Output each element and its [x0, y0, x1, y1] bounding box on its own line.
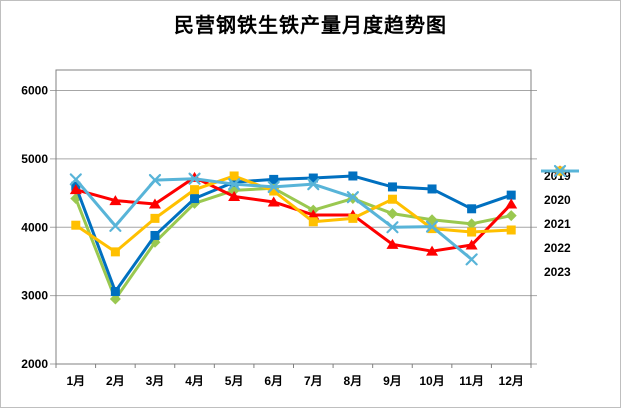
series-2020-marker: [308, 173, 318, 183]
x-tick-label: 11月: [459, 374, 484, 388]
series-line-2022: [74, 174, 512, 254]
chart-legend: 2019 2020 2021 2022 2023: [541, 164, 579, 284]
x-tick-label: 7月: [304, 374, 323, 388]
y-tick-label: 3000: [21, 289, 48, 303]
series-2022-marker: [506, 225, 516, 235]
series-2020-marker: [150, 230, 160, 240]
y-tick-label: 4000: [21, 220, 48, 234]
series-2022-marker: [427, 224, 437, 234]
y-tick-label: 2000: [21, 357, 48, 371]
legend-label-2023: 2023: [544, 265, 571, 279]
legend-item-2022: 2022: [541, 166, 579, 260]
series-2021-marker: [307, 209, 320, 220]
legend-item-2021: 2021: [541, 165, 579, 236]
series-2022-marker: [150, 213, 160, 223]
series-2021-marker: [69, 184, 82, 195]
series-2019-marker: [386, 208, 398, 220]
series-2021-marker: [148, 198, 161, 209]
series-2023-marker: [307, 178, 320, 191]
x-tick-label: 9月: [383, 374, 402, 388]
series-2020-marker: [348, 171, 358, 181]
x-tick-label: 6月: [264, 374, 283, 388]
series-2021-marker: [465, 239, 478, 250]
series-2021-marker: [505, 198, 518, 209]
series-2023-marker: [465, 253, 478, 266]
series-2020-marker: [269, 174, 279, 184]
series-2023-marker: [188, 172, 201, 185]
chart-title: 民营钢铁生铁产量月度趋势图: [174, 13, 447, 37]
series-line-2019: [74, 186, 512, 301]
series-2023-marker: [386, 221, 399, 234]
plot-frame: [55, 69, 532, 365]
y-tick-label: 5000: [21, 152, 48, 166]
series-2023-marker: [69, 173, 82, 186]
x-tick-label: 2月: [106, 374, 125, 388]
series-2019-marker: [466, 218, 478, 230]
series-2020-marker: [190, 194, 200, 204]
series-2020-marker: [229, 177, 239, 187]
series-2022-marker: [190, 185, 200, 195]
legend-item-2023: 2023: [541, 164, 579, 284]
x-tick-label: 4月: [185, 374, 204, 388]
series-2022-marker: [348, 213, 358, 223]
series-2022-marker: [229, 171, 239, 181]
series-2019-marker: [109, 293, 121, 305]
legend-label-2021: 2021: [544, 217, 571, 231]
series-2020-marker: [387, 182, 397, 192]
series-2020-marker: [467, 204, 477, 214]
series-2022-marker: [269, 186, 279, 196]
series-2022-marker: [71, 220, 81, 230]
series-2023-marker: [109, 219, 122, 232]
x-tick-label: 12月: [499, 374, 524, 388]
series-2021-marker: [426, 245, 439, 256]
series-2020-marker: [427, 184, 437, 194]
legend-2023-marker: [553, 164, 567, 178]
series-2019-marker: [505, 210, 517, 222]
series-2023-marker: [228, 178, 241, 191]
legend-swatch-2023: [541, 164, 579, 178]
series-2020-marker: [506, 190, 516, 200]
series-line-2020: [74, 174, 512, 294]
legend-label-2020: 2020: [544, 193, 571, 207]
series-2023-marker: [346, 191, 359, 204]
x-tick-label: 10月: [419, 374, 444, 388]
series-2021-marker: [267, 196, 280, 207]
legend-item-2020: 2020: [541, 166, 579, 212]
series-2022-marker: [308, 217, 318, 227]
x-tick-label: 8月: [344, 374, 363, 388]
series-2022-marker: [467, 227, 477, 237]
series-2023-marker: [148, 173, 162, 187]
series-2023-marker: [267, 180, 280, 194]
x-tick-label: 5月: [225, 374, 244, 388]
series-2021-marker: [386, 238, 399, 249]
series-2021-marker: [228, 190, 241, 201]
series-2020-marker: [110, 287, 120, 297]
x-tick-label: 1月: [66, 374, 85, 388]
x-tick-label: 3月: [146, 374, 165, 388]
legend-label-2022: 2022: [544, 241, 571, 255]
y-tick-label: 6000: [21, 84, 48, 98]
series-2022-marker: [387, 194, 397, 204]
series-2023-marker: [425, 220, 439, 233]
series-2021-marker: [109, 195, 122, 206]
series-line-2021: [75, 175, 513, 253]
series-2022-marker: [110, 247, 120, 257]
